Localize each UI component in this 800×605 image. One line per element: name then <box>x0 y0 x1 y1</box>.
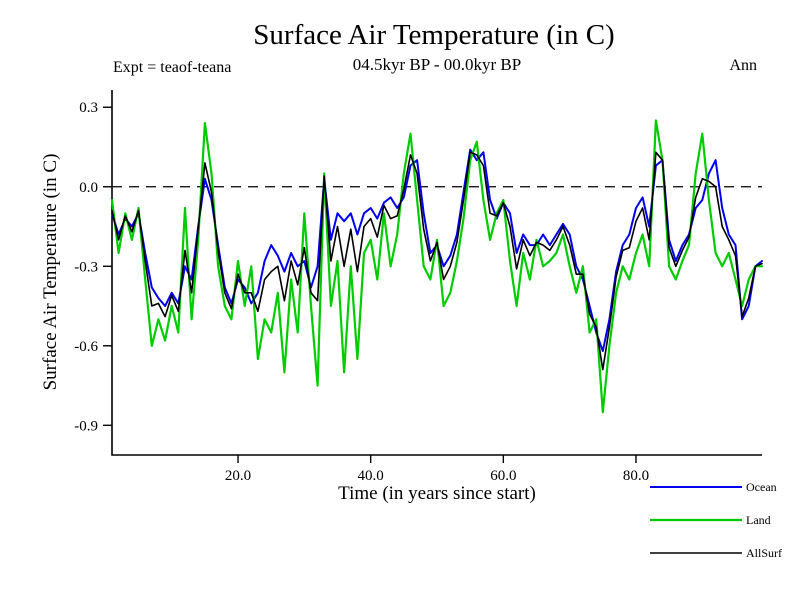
y-tick-label: 0.3 <box>79 100 98 116</box>
legend-label: Ocean <box>746 480 777 494</box>
land-line <box>110 119 764 414</box>
season-label: Ann <box>729 57 757 74</box>
legend-item-ocean: Ocean <box>650 480 777 494</box>
x-tick-label: 20.0 <box>225 468 251 484</box>
legend-item-allsurf: AllSurf <box>650 546 782 560</box>
allsurf-line <box>111 151 763 371</box>
data-series <box>110 119 764 414</box>
legend-item-land: Land <box>650 513 771 527</box>
y-tick-label: -0.6 <box>74 339 98 355</box>
page-title: Surface Air Temperature (in C) <box>253 19 614 51</box>
axis-frame <box>111 90 762 456</box>
y-tick-label: -0.9 <box>74 418 98 434</box>
x-tick-label: 80.0 <box>623 468 649 484</box>
x-tick-label: 40.0 <box>358 468 384 484</box>
experiment-label: Expt = teaof-teana <box>113 59 231 76</box>
chart-subtitle: 04.5kyr BP - 00.0kyr BP <box>353 55 521 74</box>
y-axis-title: Surface Air Temperature (in C) <box>40 154 61 391</box>
legend: Ocean Land AllSurf <box>650 480 782 560</box>
legend-label: AllSurf <box>746 546 782 560</box>
x-tick-label: 60.0 <box>490 468 516 484</box>
y-tick-label: -0.3 <box>74 259 98 275</box>
x-axis-title: Time (in years since start) <box>338 483 536 504</box>
axis-ticks: 0.3 0.0 -0.3 -0.6 -0.9 20.0 40.0 60.0 80.0 <box>74 100 649 484</box>
y-tick-label: 0.0 <box>79 180 98 196</box>
legend-label: Land <box>746 513 771 527</box>
